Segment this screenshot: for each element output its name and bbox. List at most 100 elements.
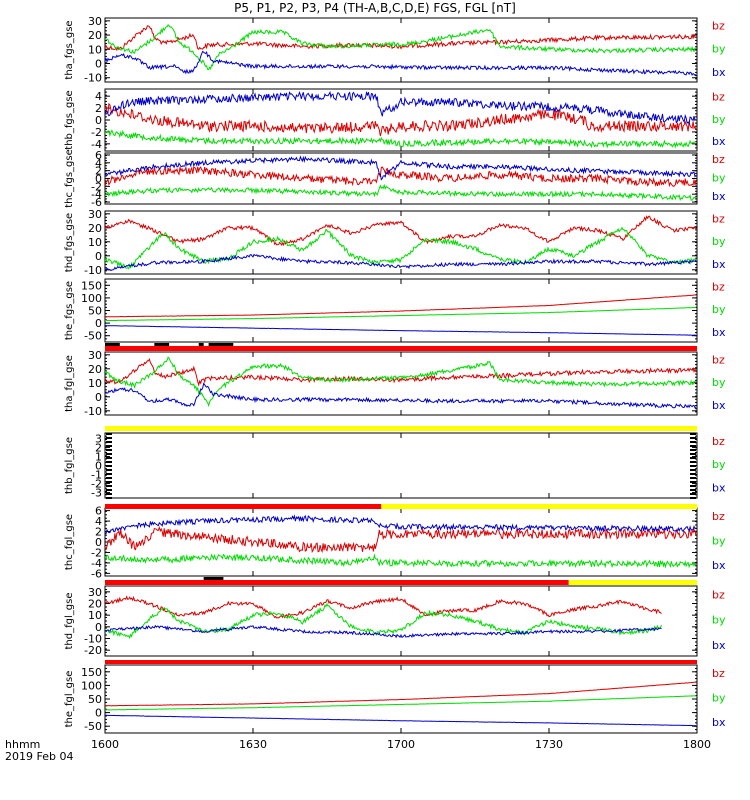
no-data-mark bbox=[106, 433, 112, 435]
panel-frame bbox=[104, 507, 698, 577]
y-tick-label: 6 bbox=[95, 149, 102, 162]
y-tick-label: 20 bbox=[88, 598, 102, 611]
no-data-mark bbox=[106, 449, 112, 451]
no-data-mark bbox=[106, 457, 112, 459]
y-axis-label: thc_fgs_gse bbox=[64, 149, 75, 208]
series-by bbox=[105, 602, 662, 640]
legend-by: by bbox=[712, 376, 726, 389]
no-data-mark bbox=[690, 497, 696, 499]
y-tick-label: 20 bbox=[88, 363, 102, 376]
no-data-mark bbox=[690, 493, 696, 495]
series-bx bbox=[105, 382, 697, 409]
no-data-mark bbox=[106, 437, 112, 439]
y-axis-label: thd_fgs_gse bbox=[64, 213, 75, 272]
quality-bar-mark bbox=[208, 343, 234, 346]
legend-by: by bbox=[712, 171, 726, 184]
y-tick-label: 10 bbox=[88, 236, 102, 249]
x-tick-label: 1800 bbox=[683, 738, 711, 751]
y-tick-label: 2 bbox=[95, 441, 102, 454]
series-by bbox=[105, 129, 697, 149]
y-tick-label: 0 bbox=[95, 250, 102, 263]
y-tick-label: 0 bbox=[95, 173, 102, 186]
y-tick-label: -6 bbox=[91, 196, 102, 209]
no-data-mark bbox=[106, 465, 112, 467]
legend-bz: bz bbox=[712, 153, 725, 166]
series-by bbox=[105, 307, 697, 322]
no-data-mark bbox=[106, 489, 112, 491]
y-tick-label: -3 bbox=[91, 487, 102, 500]
legend-bx: bx bbox=[712, 66, 726, 79]
legend-bx: bx bbox=[712, 482, 726, 495]
no-data-mark bbox=[106, 473, 112, 475]
y-tick-label: 100 bbox=[81, 292, 102, 305]
y-tick-label: 20 bbox=[88, 222, 102, 235]
quality-bar-segment bbox=[105, 346, 697, 351]
legend-bz: bz bbox=[712, 281, 725, 294]
x-tick-label: 1730 bbox=[535, 738, 563, 751]
time-axis-label-date: 2019 Feb 04 bbox=[5, 750, 74, 763]
series-bx bbox=[105, 90, 697, 126]
legend-bx: bx bbox=[712, 135, 726, 148]
legend-by: by bbox=[712, 113, 726, 126]
y-axis-label: tha_fgs_gse bbox=[64, 20, 75, 79]
no-data-mark bbox=[690, 457, 696, 459]
series-by bbox=[105, 23, 697, 71]
quality-bar-segment bbox=[568, 580, 697, 585]
no-data-mark bbox=[106, 485, 112, 487]
series-bz bbox=[105, 165, 697, 188]
y-tick-label: 0 bbox=[95, 391, 102, 404]
y-tick-label: 0 bbox=[95, 536, 102, 549]
quality-bar-segment bbox=[381, 504, 697, 509]
y-tick-label: -50 bbox=[84, 330, 102, 343]
series-bz bbox=[105, 357, 697, 387]
y-tick-label: 0 bbox=[95, 707, 102, 720]
no-data-mark bbox=[690, 453, 696, 455]
series-bz bbox=[105, 681, 697, 707]
legend-bx: bx bbox=[712, 639, 726, 652]
no-data-mark bbox=[690, 465, 696, 467]
quality-bar-mark bbox=[203, 577, 224, 580]
quality-bar-segment bbox=[105, 426, 697, 431]
no-data-mark bbox=[690, 445, 696, 447]
legend-by: by bbox=[712, 43, 726, 56]
quality-bar-mark bbox=[105, 343, 120, 346]
legend-bx: bx bbox=[712, 258, 726, 271]
legend-bx: bx bbox=[712, 716, 726, 729]
quality-bar-mark bbox=[198, 343, 204, 346]
time-axis-label-hhmm: hhmm bbox=[5, 738, 41, 751]
y-tick-label: 50 bbox=[88, 305, 102, 318]
y-tick-label: -10 bbox=[84, 405, 102, 418]
no-data-mark bbox=[690, 477, 696, 479]
y-tick-label: 0 bbox=[95, 621, 102, 634]
legend-bx: bx bbox=[712, 190, 726, 203]
y-axis-label: tha_fgl_gse bbox=[64, 355, 75, 412]
quality-bar-mark bbox=[154, 343, 170, 346]
y-tick-label: -20 bbox=[84, 644, 102, 657]
y-tick-label: -2 bbox=[91, 546, 102, 559]
no-data-mark bbox=[690, 469, 696, 471]
y-tick-label: -10 bbox=[84, 633, 102, 646]
series-bz bbox=[105, 595, 662, 619]
y-axis-label: the_fgl_gse bbox=[64, 671, 75, 728]
no-data-mark bbox=[690, 489, 696, 491]
no-data-mark bbox=[690, 433, 696, 435]
y-tick-label: 150 bbox=[81, 279, 102, 292]
y-tick-label: 10 bbox=[88, 377, 102, 390]
x-tick-label: 1600 bbox=[91, 738, 119, 751]
legend-by: by bbox=[712, 614, 726, 627]
y-tick-label: -6 bbox=[91, 567, 102, 580]
no-data-mark bbox=[690, 441, 696, 443]
no-data-mark bbox=[106, 477, 112, 479]
y-tick-label: -1 bbox=[91, 469, 102, 482]
no-data-mark bbox=[106, 441, 112, 443]
y-axis-label: thd_fgl_gse bbox=[64, 593, 75, 650]
y-tick-label: -2 bbox=[91, 126, 102, 139]
legend-by: by bbox=[712, 692, 726, 705]
series-bx bbox=[105, 514, 697, 535]
